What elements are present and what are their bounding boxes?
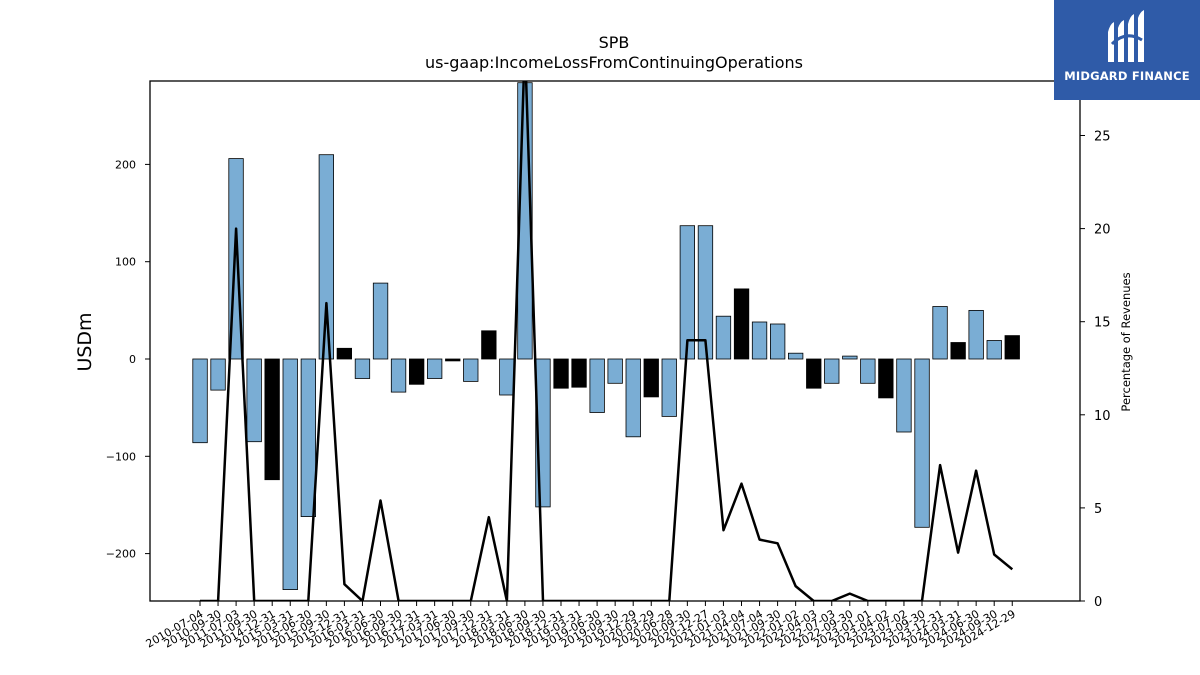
bar-2017-03-31 xyxy=(426,358,443,379)
bar-2021-01-03 xyxy=(715,315,732,360)
bar-layer xyxy=(192,82,1020,591)
bar-2014-12-31 xyxy=(264,358,280,481)
bar-2023-09-30 xyxy=(914,358,930,528)
bar-2019-09-30 xyxy=(607,358,623,384)
y2-axis-label: Percentage of Revenues xyxy=(1119,272,1133,411)
y2-tick-label: 5 xyxy=(1094,502,1102,517)
bar-2015-12-31 xyxy=(336,347,353,360)
bar-2024-06-30 xyxy=(968,309,984,360)
y-axis-label: USDm xyxy=(74,312,96,371)
y2-tick-label: 25 xyxy=(1094,130,1111,145)
x-axis: 2010-07-042010-09-302011-07-032011-09-30… xyxy=(144,601,1018,651)
bar-2010-09-30 xyxy=(210,358,226,391)
bar-2017-12-31 xyxy=(481,330,497,360)
bar-2020-09-30 xyxy=(679,225,695,360)
brand-name: MIDGARD FINANCE xyxy=(1064,69,1190,83)
y-tick-label: 200 xyxy=(115,158,136,171)
bar-2023-12-31 xyxy=(932,306,948,360)
bar-2019-12-29 xyxy=(625,358,641,438)
bar-2022-07-03 xyxy=(824,358,840,384)
bar-2016-06-30 xyxy=(372,282,389,360)
bar-2015-06-30 xyxy=(300,358,317,518)
bar-2024-12-29 xyxy=(1004,335,1020,360)
bar-2020-03-29 xyxy=(643,358,659,398)
bar-2022-01-02 xyxy=(788,352,804,360)
y2-tick-label: 15 xyxy=(1094,316,1111,331)
bar-2021-07-04 xyxy=(751,321,768,360)
bar-2017-09-30 xyxy=(463,358,479,382)
bar-2010-07-04 xyxy=(192,358,208,444)
y-tick-label: 0 xyxy=(129,353,136,366)
bar-2020-06-28 xyxy=(661,358,677,417)
brand-logo: MIDGARD FINANCE xyxy=(1054,0,1200,100)
midgard-logo-icon xyxy=(1108,10,1144,62)
y-tick-label: −200 xyxy=(106,548,136,561)
bar-2019-06-30 xyxy=(589,358,605,413)
bar-2021-04-04 xyxy=(733,288,750,360)
chart-title: SPB xyxy=(599,33,630,52)
y2-axis: 0 5 10 15 20 25 xyxy=(1080,130,1111,610)
y2-tick-label: 10 xyxy=(1094,409,1111,424)
bar-2018-03-31 xyxy=(499,358,515,396)
bar-2016-09-30 xyxy=(390,358,407,393)
bar-2024-03-31 xyxy=(950,342,966,360)
bar-2016-03-31 xyxy=(354,358,371,379)
bar-2021-09-30 xyxy=(770,323,786,360)
chart-subtitle: us-gaap:IncomeLossFromContinuingOperatio… xyxy=(425,53,803,72)
bar-2020-12-27 xyxy=(697,225,714,360)
bar-2022-04-03 xyxy=(806,358,822,389)
bar-2023-04-02 xyxy=(878,358,894,399)
y2-tick-label: 0 xyxy=(1094,595,1102,610)
bar-2024-09-30 xyxy=(986,340,1002,360)
y-tick-label: 100 xyxy=(115,256,136,269)
bar-2017-06-30 xyxy=(445,358,461,362)
bar-2015-09-30 xyxy=(318,154,335,360)
bar-2016-12-31 xyxy=(408,358,425,385)
bar-2018-12-31 xyxy=(553,358,569,389)
bar-2015-03-31 xyxy=(282,358,298,591)
y2-tick-label: 20 xyxy=(1094,223,1111,238)
y-tick-label: −100 xyxy=(106,450,136,463)
y-axis: −200 −100 0 100 200 xyxy=(106,158,150,561)
bar-2023-01-01 xyxy=(860,358,876,384)
line-layer xyxy=(200,81,1014,601)
bar-2022-09-30 xyxy=(842,355,858,360)
bar-2019-03-31 xyxy=(571,358,587,388)
bar-2011-09-30 xyxy=(246,358,262,443)
line-series xyxy=(200,81,1014,601)
bar-2023-07-02 xyxy=(896,358,912,433)
